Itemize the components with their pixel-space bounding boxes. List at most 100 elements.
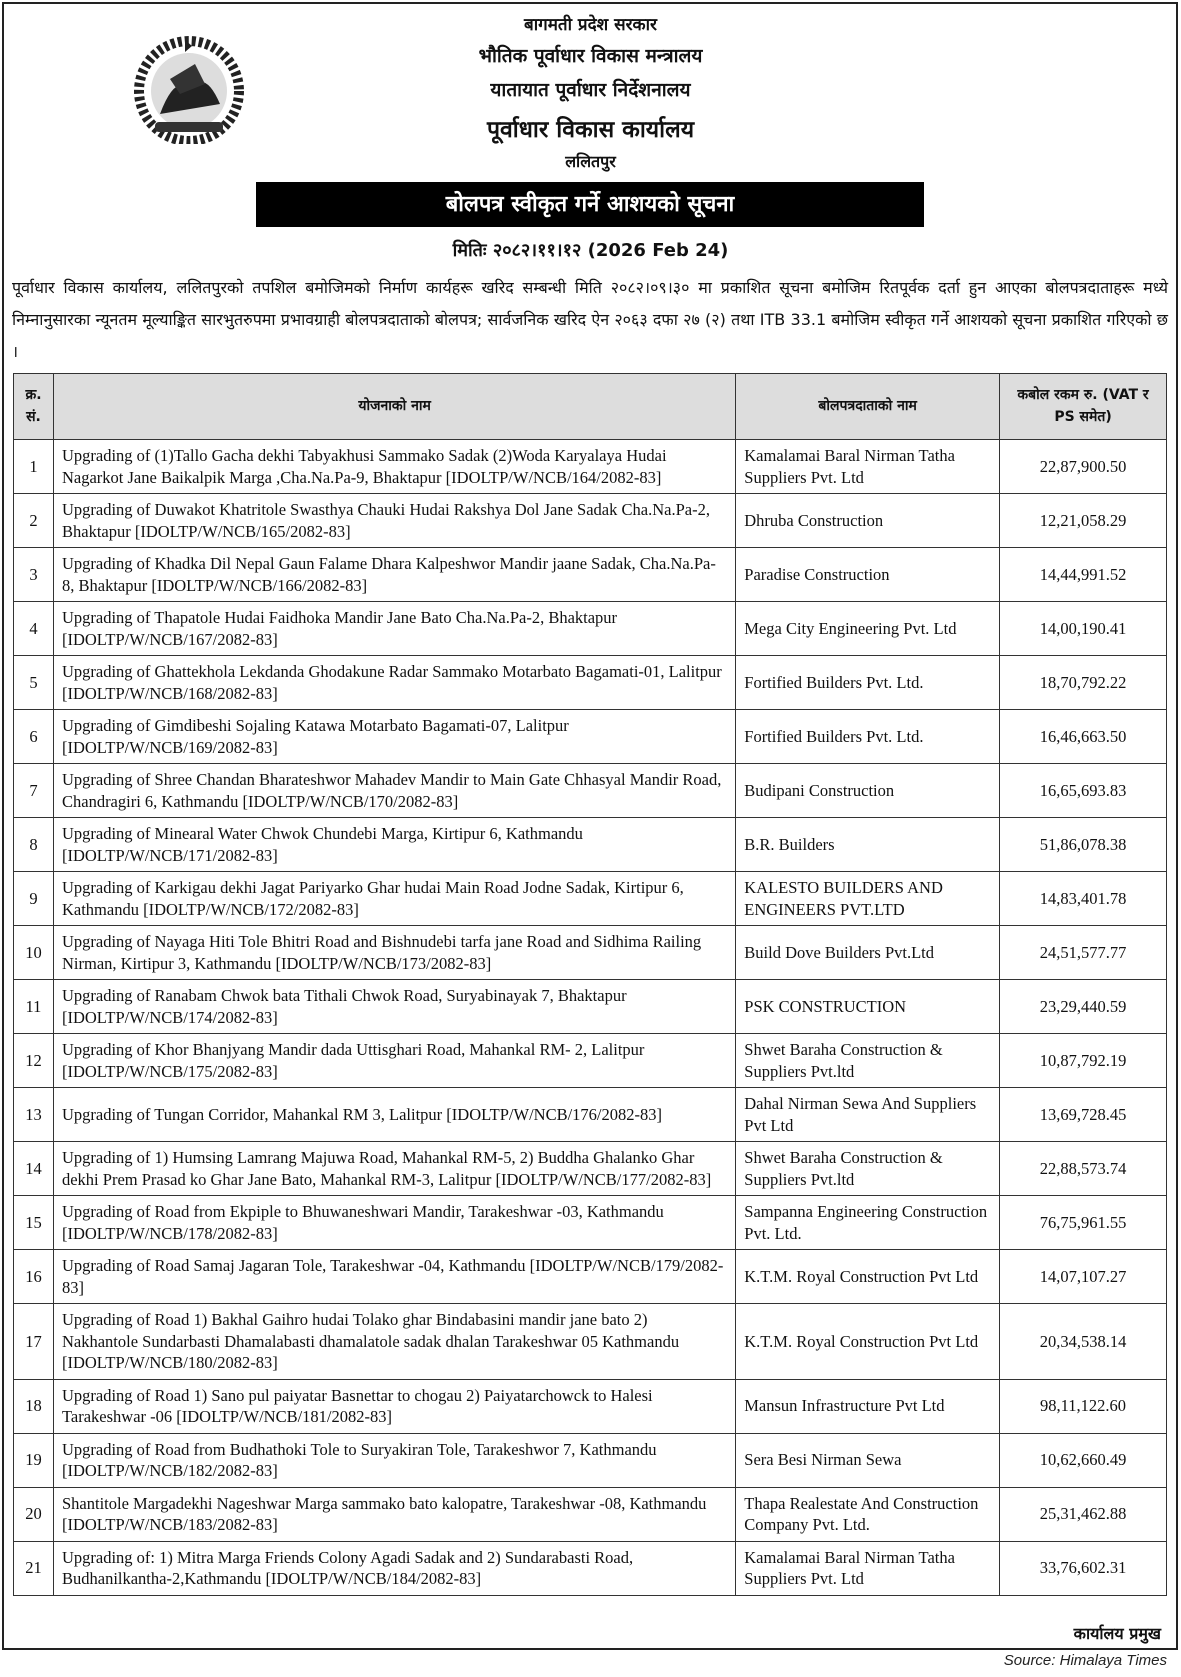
intro-paragraph: पूर्वाधार विकास कार्यालय, ललितपुरको तपशि… [12, 278, 1168, 361]
table-header-row: क्र. सं. योजनाको नाम बोलपत्रदाताको नाम क… [13, 373, 1167, 440]
cell-bidder: Kamalamai Baral Nirman Tatha Suppliers P… [735, 439, 1001, 494]
cell-sn: 14 [13, 1141, 54, 1196]
cell-bidder: Thapa Realestate And Construction Compan… [735, 1486, 1001, 1542]
cell-amount: 76,75,961.55 [999, 1195, 1167, 1250]
cell-bidder: Dhruba Construction [735, 493, 1001, 548]
cell-sn: 12 [13, 1033, 54, 1088]
cell-project: Upgrading of Khadka Dil Nepal Gaun Falam… [52, 547, 737, 602]
office-location: ललितपुर [565, 152, 616, 171]
cell-amount: 20,34,538.14 [999, 1303, 1167, 1380]
signature-title: कार्यालय प्रमुख [1073, 1624, 1161, 1643]
table-row: 1 Upgrading of (1)Tallo Gacha dekhi Tabya… [13, 439, 1167, 494]
cell-amount: 12,21,058.29 [999, 493, 1167, 548]
table-row: 4 Upgrading of Thapatole Hudai Faidhoka M… [13, 601, 1167, 656]
table-row: 20 Shantitole Margadekhi Nageshwar Marga … [13, 1486, 1167, 1542]
notice-frame [2, 2, 1178, 1650]
table-row: 5 Upgrading of Ghattekhola Lekdanda Ghoda… [13, 655, 1167, 710]
cell-sn: 17 [13, 1303, 54, 1380]
cell-sn: 8 [13, 817, 54, 872]
cell-amount: 23,29,440.59 [999, 979, 1167, 1034]
cell-bidder: Shwet Baraha Construction & Suppliers Pv… [735, 1141, 1001, 1196]
cell-sn: 19 [13, 1432, 54, 1488]
cell-sn: 10 [13, 925, 54, 980]
cell-project: Upgrading of (1)Tallo Gacha dekhi Tabyak… [52, 439, 737, 494]
cell-bidder: Mega City Engineering Pvt. Ltd [735, 601, 1001, 656]
cell-amount: 98,11,122.60 [999, 1378, 1167, 1434]
table-row: 21 Upgrading of: 1) Mitra Marga Friends C… [13, 1540, 1167, 1596]
cell-bidder: Sampanna Engineering Construction Pvt. L… [735, 1195, 1001, 1250]
ministry-name: भौतिक पूर्वाधार विकास मन्त्रालय [478, 45, 703, 67]
cell-bidder: B.R. Builders [735, 817, 1001, 872]
cell-project: Upgrading of Shree Chandan Bharateshwor … [52, 763, 737, 818]
cell-project: Upgrading of Karkigau dekhi Jagat Pariya… [52, 871, 737, 926]
cell-bidder: Build Dove Builders Pvt.Ltd [735, 925, 1001, 980]
cell-project: Upgrading of: 1) Mitra Marga Friends Col… [52, 1540, 737, 1596]
cell-project: Upgrading of Khor Bhanjyang Mandir dada … [52, 1033, 737, 1088]
header-bidder: बोलपत्रदाताको नाम [735, 373, 1001, 440]
cell-bidder: K.T.M. Royal Construction Pvt Ltd [735, 1303, 1001, 1380]
cell-sn: 11 [13, 979, 54, 1034]
cell-amount: 33,76,602.31 [999, 1540, 1167, 1596]
cell-sn: 13 [13, 1087, 54, 1142]
cell-bidder: KALESTO BUILDERS AND ENGINEERS PVT.LTD [735, 871, 1001, 926]
table-row: 19 Upgrading of Road from Budhathoki Tole… [13, 1432, 1167, 1488]
cell-bidder: Dahal Nirman Sewa And Suppliers Pvt Ltd [735, 1087, 1001, 1142]
cell-sn: 9 [13, 871, 54, 926]
cell-amount: 10,62,660.49 [999, 1432, 1167, 1488]
cell-amount: 24,51,577.77 [999, 925, 1167, 980]
header-amount: कबोल रकम रु. (VAT र PS समेत) [999, 373, 1167, 440]
cell-project: Shantitole Margadekhi Nageshwar Marga sa… [52, 1486, 737, 1542]
cell-bidder: Sera Besi Nirman Sewa [735, 1432, 1001, 1488]
cell-project: Upgrading of Minearal Water Chwok Chunde… [52, 817, 737, 872]
table-row: 7 Upgrading of Shree Chandan Bharateshwor… [13, 763, 1167, 818]
office-name: पूर्वाधार विकास कार्यालय [486, 117, 695, 143]
header-sn: क्र. सं. [13, 373, 54, 440]
cell-sn: 3 [13, 547, 54, 602]
cell-amount: 14,83,401.78 [999, 871, 1167, 926]
table-row: 13 Upgrading of Tungan Corridor, Mahankal… [13, 1087, 1167, 1142]
nepal-government-emblem-icon [134, 36, 244, 144]
cell-bidder: PSK CONSTRUCTION [735, 979, 1001, 1034]
cell-project: Upgrading of Duwakot Khatritole Swasthya… [52, 493, 737, 548]
notice-date: मितिः २०८२।११।१२ (2026 Feb 24) [452, 240, 729, 261]
cell-amount: 18,70,792.22 [999, 655, 1167, 710]
cell-amount: 14,44,991.52 [999, 547, 1167, 602]
cell-bidder: Budipani Construction [735, 763, 1001, 818]
cell-bidder: Mansun Infrastructure Pvt Ltd [735, 1378, 1001, 1434]
cell-project: Upgrading of Tungan Corridor, Mahankal R… [52, 1087, 737, 1142]
table-row: 17 Upgrading of Road 1) Bakhal Gaihro hud… [13, 1303, 1167, 1380]
cell-project: Upgrading of Ranabam Chwok bata Tithali … [52, 979, 737, 1034]
cell-project: Upgrading of Gimdibeshi Sojaling Katawa … [52, 709, 737, 764]
cell-amount: 25,31,462.88 [999, 1486, 1167, 1542]
table-row: 11 Upgrading of Ranabam Chwok bata Tithal… [13, 979, 1167, 1034]
cell-project: Upgrading of Road 1) Bakhal Gaihro hudai… [52, 1303, 737, 1380]
cell-amount: 13,69,728.45 [999, 1087, 1167, 1142]
cell-sn: 7 [13, 763, 54, 818]
cell-project: Upgrading of Road from Ekpiple to Bhuwan… [52, 1195, 737, 1250]
cell-sn: 21 [13, 1540, 54, 1596]
table-row: 16 Upgrading of Road Samaj Jagaran Tole, … [13, 1249, 1167, 1304]
cell-amount: 10,87,792.19 [999, 1033, 1167, 1088]
cell-project: Upgrading of Road Samaj Jagaran Tole, Ta… [52, 1249, 737, 1304]
cell-amount: 22,88,573.74 [999, 1141, 1167, 1196]
cell-project: Upgrading of Thapatole Hudai Faidhoka Ma… [52, 601, 737, 656]
source-credit: Source: Himalaya Times [1003, 1652, 1167, 1669]
cell-sn: 6 [13, 709, 54, 764]
cell-amount: 22,87,900.50 [999, 439, 1167, 494]
table-row: 3 Upgrading of Khadka Dil Nepal Gaun Fala… [13, 547, 1167, 602]
cell-project: Upgrading of Nayaga Hiti Tole Bhitri Roa… [52, 925, 737, 980]
cell-project: Upgrading of Ghattekhola Lekdanda Ghodak… [52, 655, 737, 710]
cell-bidder: Kamalamai Baral Nirman Tatha Suppliers P… [735, 1540, 1001, 1596]
directorate-name: यातायात पूर्वाधार निर्देशनालय [490, 79, 691, 101]
cell-sn: 16 [13, 1249, 54, 1304]
cell-sn: 5 [13, 655, 54, 710]
notice-title: बोलपत्र स्वीकृत गर्ने आशयको सूचना [256, 182, 924, 227]
cell-bidder: Fortified Builders Pvt. Ltd. [735, 655, 1001, 710]
cell-amount: 14,07,107.27 [999, 1249, 1167, 1304]
table-row: 8 Upgrading of Minearal Water Chwok Chund… [13, 817, 1167, 872]
table-row: 12 Upgrading of Khor Bhanjyang Mandir dad… [13, 1033, 1167, 1088]
cell-sn: 15 [13, 1195, 54, 1250]
cell-bidder: K.T.M. Royal Construction Pvt Ltd [735, 1249, 1001, 1304]
cell-project: Upgrading of Road 1) Sano pul paiyatar B… [52, 1378, 737, 1434]
cell-amount: 14,00,190.41 [999, 601, 1167, 656]
